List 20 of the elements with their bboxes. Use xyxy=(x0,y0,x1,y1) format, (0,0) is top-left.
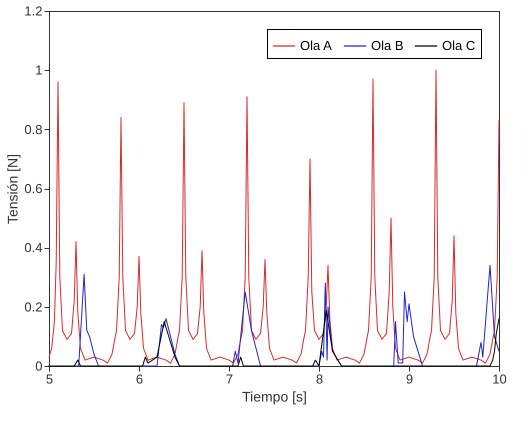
y-axis-title: Tensión [N] xyxy=(4,154,20,224)
x-tick-label: 9 xyxy=(406,372,414,386)
line-series xyxy=(48,309,500,366)
x-tick-label: 6 xyxy=(136,372,144,386)
y-tick-label: 1.2 xyxy=(24,4,42,18)
y-tick-label: 0.4 xyxy=(24,240,42,256)
x-axis-title: Tiempo [s] xyxy=(242,388,307,404)
line-series xyxy=(48,70,500,364)
legend-label: Ola B xyxy=(371,38,404,53)
y-tick-label: 1 xyxy=(35,62,42,78)
y-tick-label: 0 xyxy=(35,358,42,374)
x-tick-label: 10 xyxy=(492,372,507,386)
legend-label: Ola A xyxy=(300,38,332,53)
x-tick-label: 7 xyxy=(226,372,234,386)
x-tick-label: 8 xyxy=(316,372,324,386)
y-tick-label: 0.2 xyxy=(24,299,42,314)
x-tick-label: 5 xyxy=(46,372,54,386)
y-tick-label: 0.6 xyxy=(24,181,42,196)
legend-label: Ola C xyxy=(442,38,476,53)
y-tick-label: 0.8 xyxy=(24,122,42,137)
